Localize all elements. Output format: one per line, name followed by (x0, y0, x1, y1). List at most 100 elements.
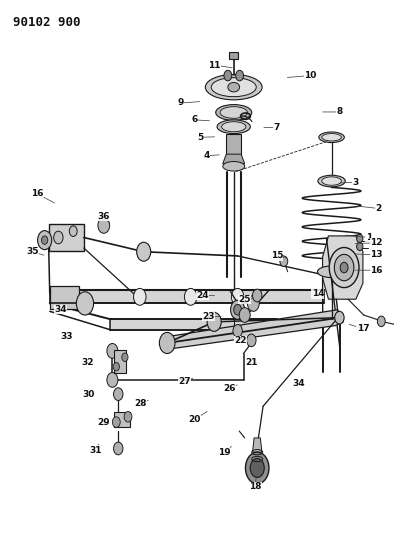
Ellipse shape (220, 107, 247, 118)
Text: 34: 34 (292, 379, 304, 388)
Circle shape (207, 312, 221, 332)
Circle shape (159, 333, 175, 353)
Circle shape (98, 217, 110, 233)
Ellipse shape (228, 83, 240, 92)
Ellipse shape (211, 78, 256, 96)
Circle shape (231, 300, 245, 319)
Text: 14: 14 (312, 289, 324, 298)
Polygon shape (50, 286, 79, 309)
Text: 21: 21 (245, 358, 258, 367)
Circle shape (250, 458, 264, 478)
Circle shape (231, 288, 244, 305)
Circle shape (107, 373, 118, 387)
Text: 29: 29 (97, 417, 110, 426)
Bar (226, 134, 241, 155)
Text: 22: 22 (235, 336, 247, 345)
Ellipse shape (318, 266, 346, 278)
Circle shape (137, 242, 151, 261)
Circle shape (133, 288, 146, 305)
Text: 33: 33 (60, 332, 72, 341)
Text: 1: 1 (366, 233, 372, 242)
Text: 25: 25 (239, 295, 251, 304)
Text: 4: 4 (203, 151, 210, 160)
Text: 26: 26 (224, 384, 236, 393)
Text: 90102 900: 90102 900 (13, 16, 80, 29)
Polygon shape (110, 319, 277, 330)
Text: 20: 20 (189, 415, 201, 424)
Ellipse shape (217, 120, 251, 134)
Text: 19: 19 (218, 448, 230, 457)
Text: 32: 32 (82, 358, 94, 367)
Ellipse shape (322, 177, 341, 185)
Circle shape (340, 262, 348, 273)
Circle shape (236, 70, 243, 81)
Circle shape (357, 235, 363, 243)
Bar (229, 52, 238, 59)
Circle shape (378, 316, 385, 327)
Circle shape (247, 295, 259, 311)
Circle shape (114, 442, 123, 455)
Circle shape (38, 231, 52, 249)
Circle shape (42, 236, 48, 244)
Circle shape (69, 226, 77, 237)
Circle shape (239, 308, 250, 322)
Text: 9: 9 (178, 99, 184, 108)
Text: 36: 36 (98, 212, 110, 221)
Text: 7: 7 (274, 123, 280, 132)
Polygon shape (223, 154, 245, 164)
Text: 28: 28 (134, 399, 147, 408)
Text: 13: 13 (370, 251, 383, 260)
Circle shape (76, 292, 94, 315)
Text: 5: 5 (197, 133, 204, 142)
Ellipse shape (318, 175, 345, 187)
Ellipse shape (223, 161, 245, 171)
Circle shape (233, 325, 242, 337)
Polygon shape (167, 310, 343, 349)
Circle shape (357, 242, 363, 251)
Ellipse shape (322, 134, 341, 141)
Circle shape (124, 411, 132, 422)
Text: 18: 18 (249, 482, 262, 491)
Circle shape (54, 231, 63, 244)
Circle shape (245, 452, 269, 484)
Circle shape (185, 288, 197, 305)
Circle shape (334, 254, 354, 281)
Circle shape (329, 247, 359, 288)
Bar (114, 411, 130, 427)
Text: 23: 23 (202, 312, 214, 321)
Circle shape (252, 289, 262, 302)
Polygon shape (50, 290, 324, 303)
Text: 17: 17 (357, 324, 369, 333)
Text: 24: 24 (196, 291, 209, 300)
Circle shape (112, 417, 120, 427)
Circle shape (335, 311, 344, 324)
Ellipse shape (205, 75, 262, 100)
Text: 34: 34 (54, 305, 67, 314)
Text: 27: 27 (179, 377, 191, 386)
Text: 16: 16 (31, 189, 44, 198)
Polygon shape (48, 224, 84, 251)
Circle shape (114, 388, 123, 400)
Circle shape (234, 304, 241, 315)
Text: 11: 11 (208, 61, 220, 69)
Text: 15: 15 (270, 252, 283, 261)
Text: 10: 10 (304, 71, 316, 80)
Text: 8: 8 (336, 108, 343, 116)
Circle shape (113, 362, 119, 371)
Ellipse shape (319, 132, 344, 142)
Circle shape (224, 70, 232, 81)
Circle shape (280, 256, 288, 266)
Bar (114, 350, 127, 373)
Circle shape (107, 343, 118, 358)
Ellipse shape (222, 122, 246, 132)
Text: 31: 31 (90, 446, 102, 455)
Text: 30: 30 (82, 390, 94, 399)
Polygon shape (323, 236, 363, 299)
Polygon shape (252, 438, 262, 452)
Text: 16: 16 (370, 265, 383, 274)
Text: 35: 35 (26, 247, 39, 256)
Ellipse shape (216, 104, 252, 120)
Circle shape (247, 334, 256, 346)
Text: 12: 12 (370, 238, 383, 247)
Text: 6: 6 (191, 115, 198, 124)
